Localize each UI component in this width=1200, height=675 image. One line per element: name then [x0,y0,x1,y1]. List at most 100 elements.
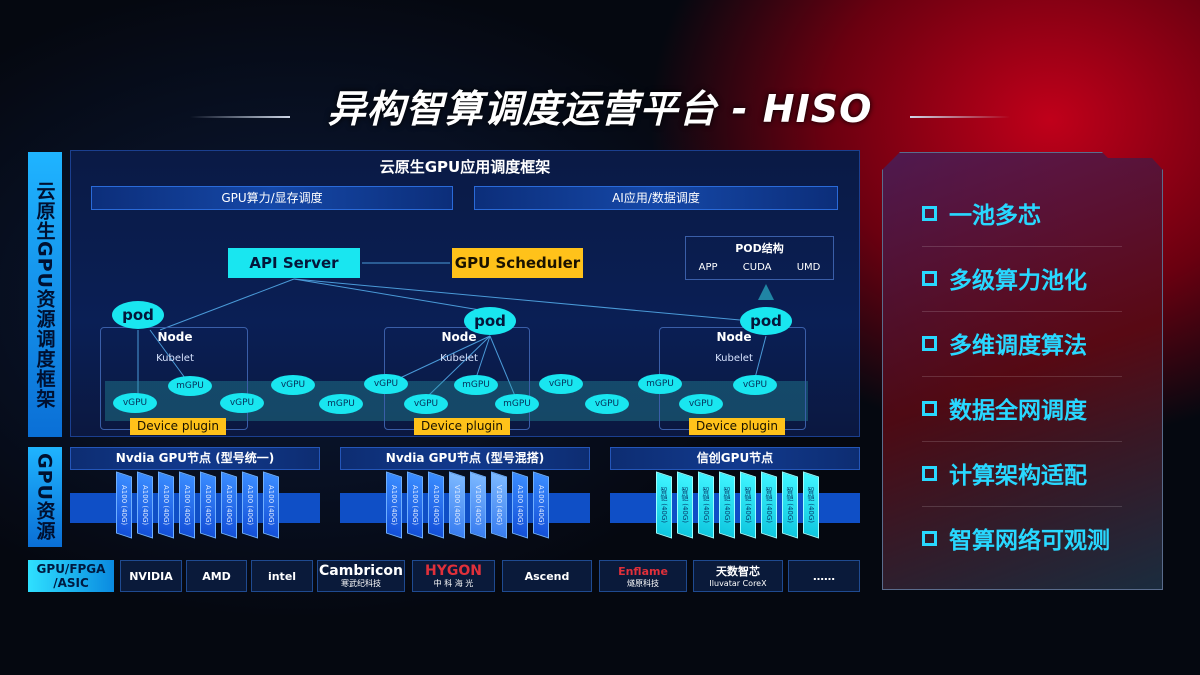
node-label: Node [157,330,193,344]
gpu-unit-ellipse: mGPU [638,374,682,394]
feature-divider [922,246,1122,247]
vendor-subtitle: 寒武纪科技 [341,578,381,588]
gpu-scheduler-box: GPU Scheduler [452,248,583,278]
kubelet-label: Kubelet [156,353,194,364]
feature-divider [922,311,1122,312]
gpu-chip-label: A100 (40G) [141,484,149,526]
node-label: Node [716,330,752,344]
vendor-logo: Enflame 燧原科技 [599,560,687,592]
feature-label: 计算架构适配 [949,463,1087,489]
features-panel [882,152,1163,590]
gpu-chip-label: 智铠 (40G) [807,486,815,524]
node-label: Node [441,330,477,344]
vendor-name: HYGON [425,562,482,579]
device-plugin-box: Device plugin [414,418,510,435]
kubelet-label: Kubelet [440,353,478,364]
gpu-chip-label: A100 (40G) [390,484,398,526]
vendor-name: 天数智芯 [716,564,760,578]
gpu-unit-ellipse: mGPU [454,375,498,395]
feature-label: 数据全网调度 [949,398,1087,424]
feature-item: 多维调度算法 [922,326,1087,360]
vendor-logo: NVIDIA [120,560,182,592]
checkbox-square-icon [922,205,937,221]
checkbox-square-icon [922,465,937,481]
gpu-node-header: Nvdia GPU节点 (型号统一) [70,447,320,470]
gpu-chip-label: 智铠 (40G) [660,486,668,524]
gpu-chip: 智铠 (40G) [698,471,714,539]
gpu-node-header: Nvdia GPU节点 (型号混搭) [340,447,590,470]
gpu-chip-label: A100 (40G) [120,484,128,526]
gpu-chip: 智铠 (40G) [803,471,819,539]
title-decoration-left [190,116,290,118]
checkbox-square-icon [922,400,937,416]
gpu-chip-label: A100 (40G) [204,484,212,526]
gpu-chip-label: A100 (40G) [516,484,524,526]
api-server-box: API Server [228,248,360,278]
vendor-name: Cambricon [319,562,403,579]
gpu-chip: A100 (40G) [428,471,444,539]
pod-ellipse: pod [464,307,516,335]
pod-item-cuda: CUDA [742,262,772,273]
gpu-unit-ellipse: vGPU [113,393,157,413]
gpu-chip-label: A100 (40G) [162,484,170,526]
gpu-chip-label: A100 (40G) [246,484,254,526]
pod-structure-title: POD结构 [735,242,784,255]
gpu-chip-label: V100 (40G) [495,484,503,526]
vendor-subtitle: 中 科 海 光 [433,578,474,588]
vendor-logo: Cambricon 寒武纪科技 [317,560,405,592]
feature-label: 多级算力池化 [949,268,1087,294]
chips-label: GPU/FPGA /ASIC [28,560,114,592]
gpu-node-band [340,493,590,523]
pod-ellipse: pod [112,301,164,329]
vendor-logo: intel [251,560,313,592]
gpu-chip: A100 (40G) [512,471,528,539]
gpu-compute-bar: GPU算力/显存调度 [91,186,453,210]
gpu-chip: 智铠 (40G) [719,471,735,539]
feature-divider [922,376,1122,377]
gpu-chip: V100 (40G) [470,471,486,539]
gpu-unit-ellipse: vGPU [220,393,264,413]
gpu-chip: A100 (40G) [137,471,153,539]
gpu-chip: A100 (40G) [179,471,195,539]
pod-structure-box: POD结构 APP CUDA UMD [685,236,834,280]
checkbox-square-icon [922,270,937,286]
gpu-chip: 智铠 (40G) [740,471,756,539]
feature-item: 一池多芯 [922,196,1041,230]
gpu-chip-label: A100 (40G) [267,484,275,526]
checkbox-square-icon [922,335,937,351]
feature-divider [922,441,1122,442]
gpu-chip: V100 (40G) [449,471,465,539]
gpu-unit-ellipse: vGPU [585,394,629,414]
vendor-name: …… [813,569,835,583]
gpu-chip-label: 智铠 (40G) [702,486,710,524]
gpu-unit-ellipse: mGPU [319,394,363,414]
feature-label: 多维调度算法 [949,333,1087,359]
framework-label: 云原生GPU资源调度框架 [28,152,62,437]
gpu-chip: 智铠 (40G) [656,471,672,539]
gpu-chip: A100 (40G) [221,471,237,539]
gpu-chip-label: V100 (40G) [453,484,461,526]
gpu-chip-label: 智铠 (40G) [681,486,689,524]
gpu-chip-label: A100 (40G) [432,484,440,526]
gpu-chip: A100 (40G) [386,471,402,539]
feature-divider [922,506,1122,507]
gpu-chip: A100 (40G) [407,471,423,539]
gpu-chip-label: A100 (40G) [411,484,419,526]
gpu-unit-ellipse: vGPU [404,394,448,414]
feature-item: 多级算力池化 [922,261,1087,295]
feature-item: 智算网络可观测 [922,521,1110,555]
resources-label: GPU资源 [28,447,62,547]
gpu-unit-ellipse: vGPU [364,374,408,394]
gpu-chip-label: A100 (40G) [183,484,191,526]
vendor-name: intel [267,569,297,583]
gpu-node-band [70,493,320,523]
gpu-node-band [610,493,860,523]
page-title: 异构智算调度运营平台 - HISO [327,87,873,131]
gpu-chip: A100 (40G) [533,471,549,539]
gpu-unit-ellipse: vGPU [733,375,777,395]
vendor-logo: HYGON 中 科 海 光 [412,560,495,592]
feature-item: 数据全网调度 [922,391,1087,425]
vendor-name: AMD [202,569,231,583]
vendor-logo: 天数智芯 Iluvatar CoreX [693,560,783,592]
